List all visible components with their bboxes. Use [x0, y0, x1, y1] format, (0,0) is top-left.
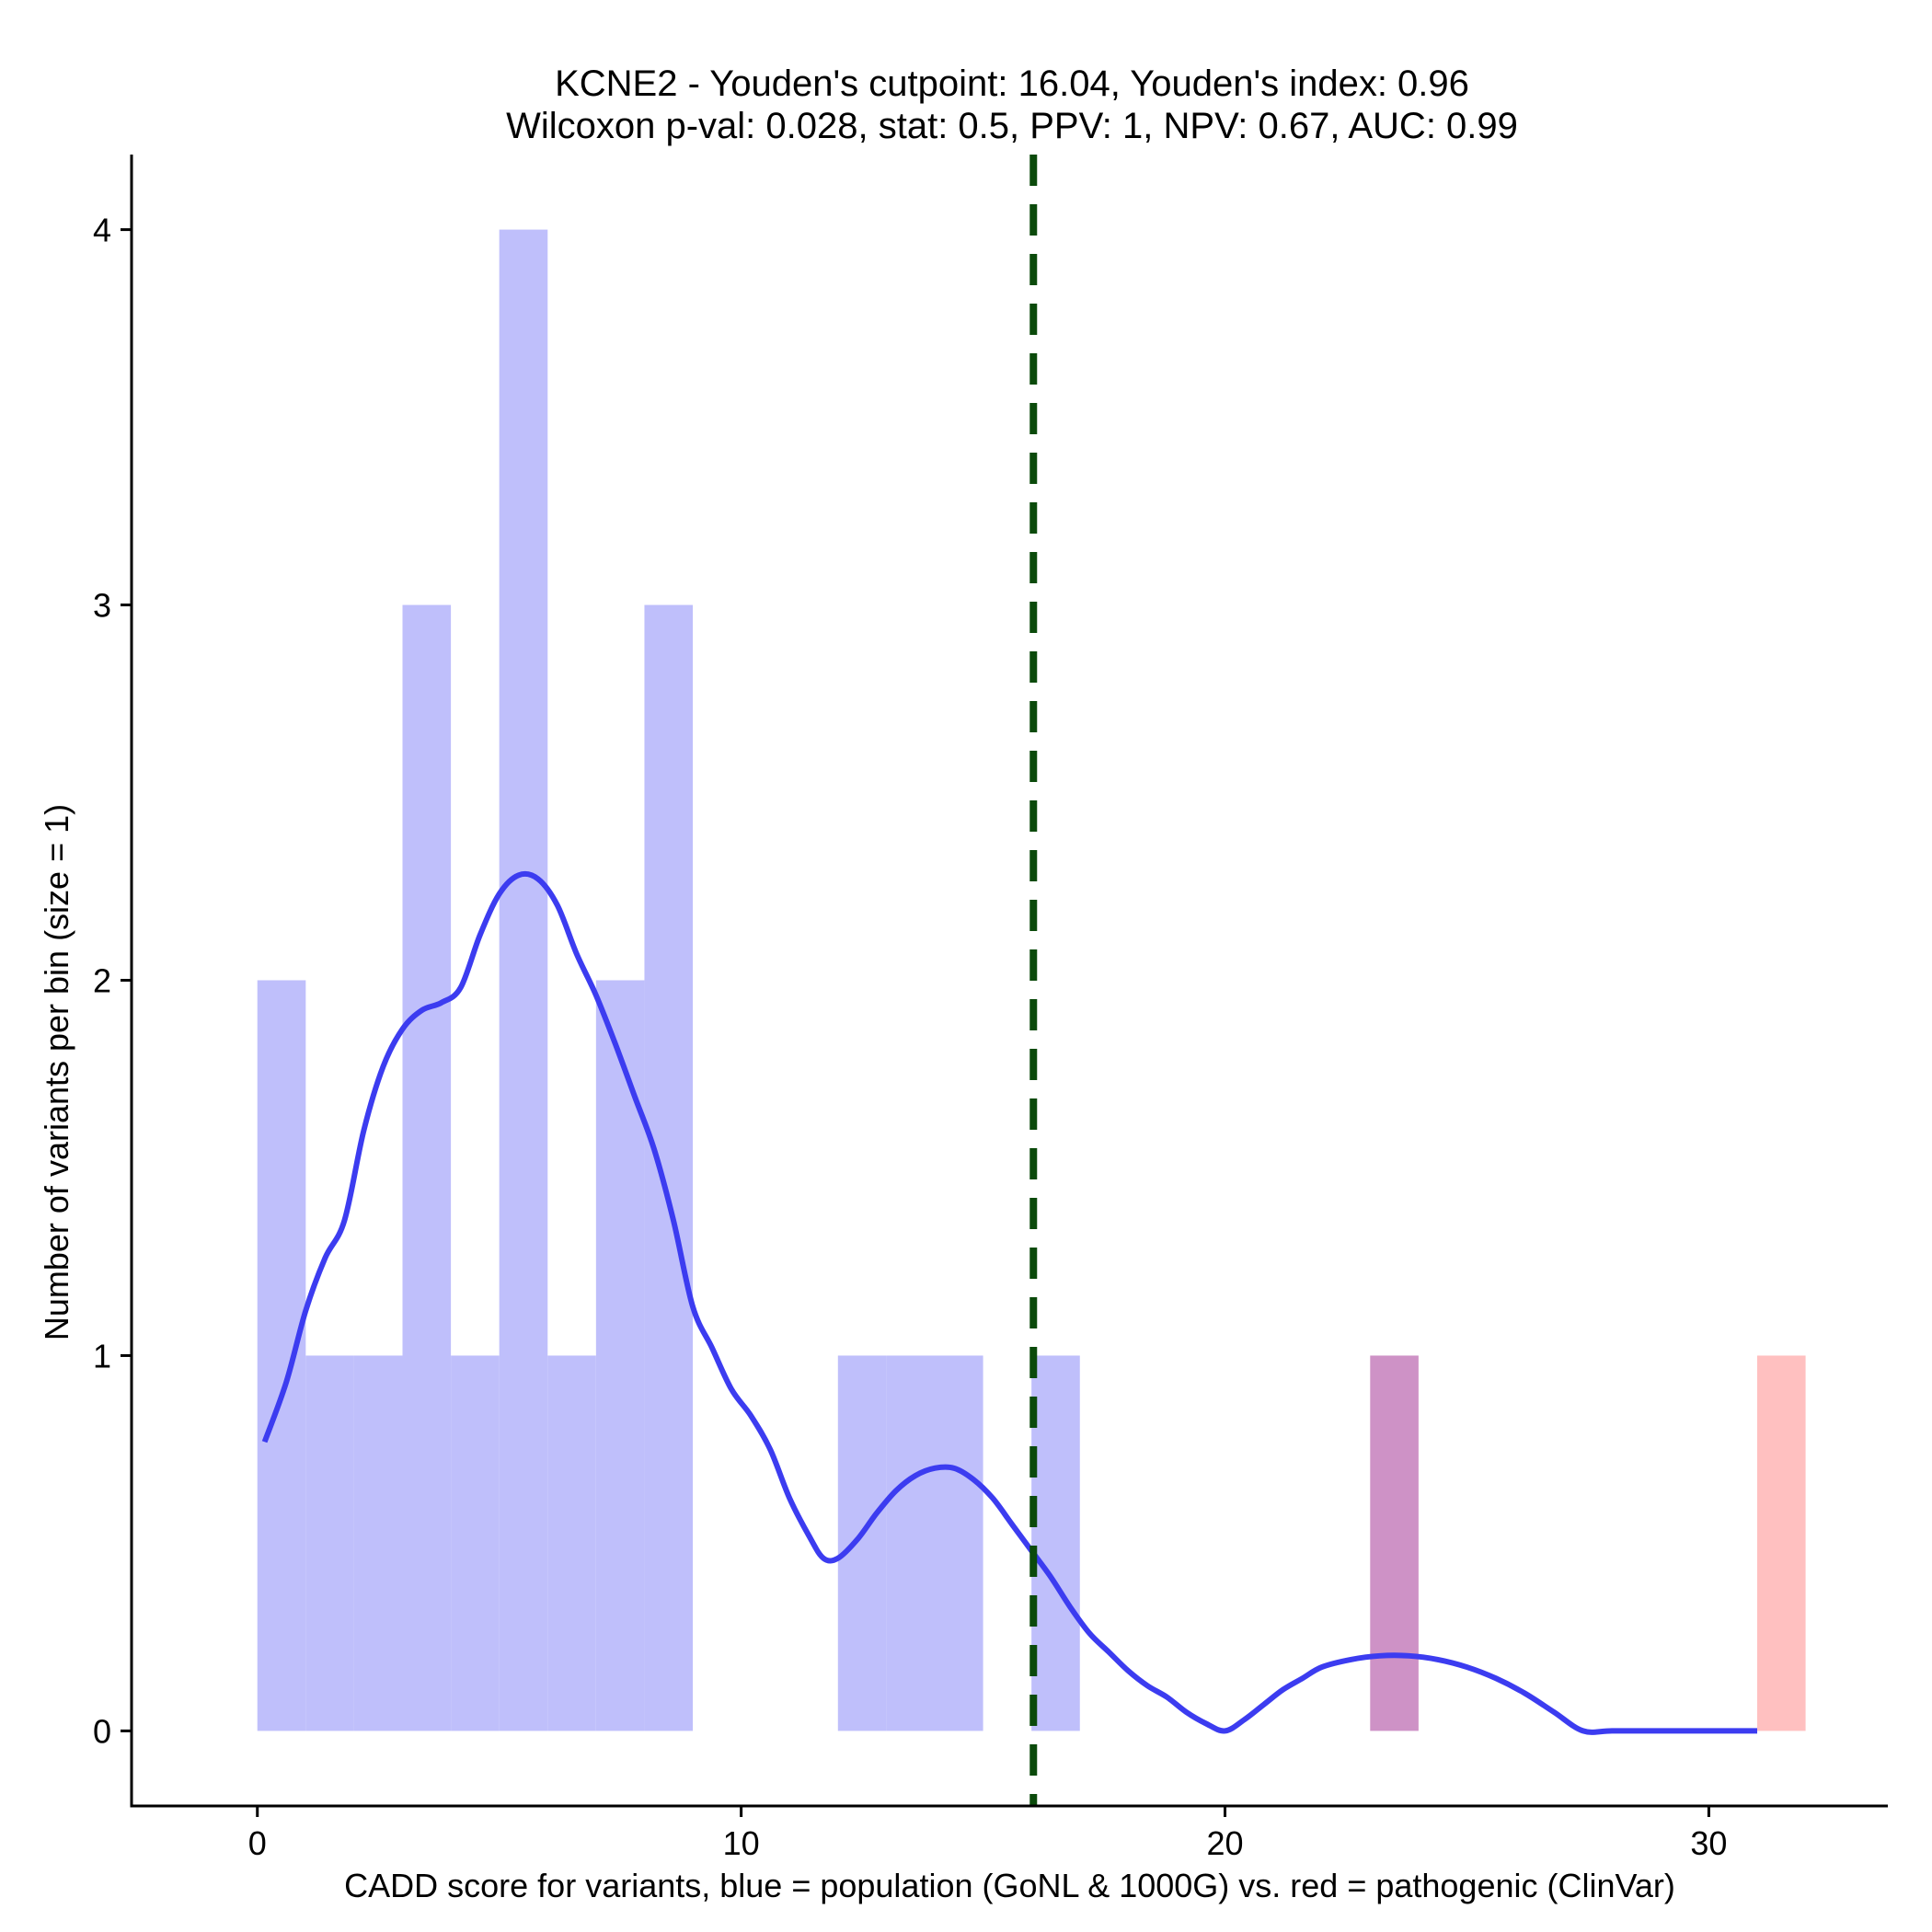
y-axis-title: Number of variants per bin (size = 1)	[38, 804, 75, 1340]
y-tick-label: 1	[93, 1337, 111, 1374]
bar-population	[305, 1355, 354, 1731]
y-tick-label: 4	[93, 212, 111, 249]
y-tick-label: 3	[93, 587, 111, 625]
bar-pathogenic	[1757, 1355, 1806, 1731]
bar-population	[837, 1355, 887, 1731]
bar-population	[1031, 1355, 1080, 1731]
x-tick-label: 20	[1207, 1824, 1244, 1862]
density-curve	[261, 870, 1758, 1735]
bar-population	[451, 1355, 500, 1731]
x-axis-title: CADD score for variants, blue = populati…	[344, 1867, 1675, 1904]
chart-title-line-2: Wilcoxon p-val: 0.028, stat: 0.5, PPV: 1…	[506, 106, 1518, 146]
bar-population	[499, 229, 548, 1731]
bar-population	[402, 604, 452, 1731]
bar-population	[886, 1355, 935, 1731]
bar-population	[595, 980, 645, 1731]
bar-population	[353, 1355, 403, 1731]
x-tick-label: 10	[723, 1824, 760, 1862]
y-tick-label: 2	[93, 962, 111, 1000]
bar-population	[934, 1355, 983, 1731]
bar-overlap	[1370, 1355, 1419, 1731]
y-tick-label: 0	[93, 1712, 111, 1750]
x-tick-label: 0	[248, 1824, 267, 1862]
bar-population	[547, 1355, 596, 1731]
x-tick-label: 30	[1690, 1824, 1727, 1862]
bar-population	[257, 980, 306, 1731]
chart-title-line-1: KCNE2 - Youden's cutpoint: 16.04, Youden…	[555, 63, 1469, 104]
bar-population	[644, 604, 694, 1731]
